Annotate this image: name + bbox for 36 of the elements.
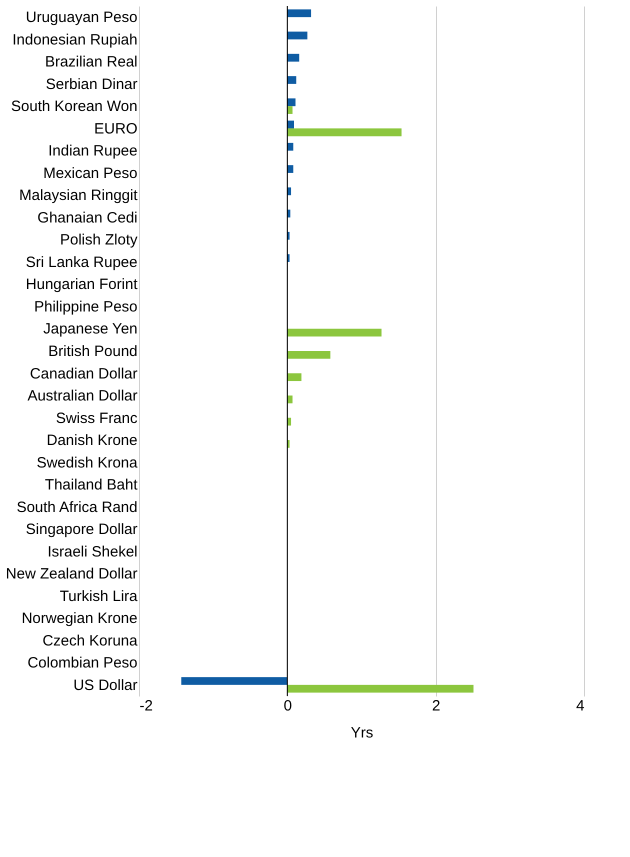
y-tick-label: US Dollar <box>73 676 138 694</box>
y-tick-label: British Pound <box>48 343 138 360</box>
y-tick-label: Thailand Baht <box>44 476 138 494</box>
y-tick-label: New Zealand Dollar <box>6 566 138 583</box>
y-tick-label: Ghanaian Cedi <box>37 209 138 226</box>
y-tick-label: Philippine Peso <box>34 298 138 316</box>
y-tick-label: Singapore Dollar <box>26 521 138 538</box>
y-tick-label: Australian Dollar <box>27 388 138 405</box>
y-tick-label: Colombian Peso <box>27 654 138 672</box>
y-tick-label: Japanese Yen <box>43 320 138 338</box>
y-tick-label: Serbian Dinar <box>46 76 138 93</box>
y-tick-label: Indonesian Rupiah <box>12 31 138 48</box>
y-tick-label: Canadian Dollar <box>30 365 138 382</box>
y-tick-label: Polish Zloty <box>60 232 138 249</box>
x-tick-label: 0 <box>284 698 292 714</box>
y-tick-label: South Africa Rand <box>16 498 138 516</box>
y-tick-label: Turkish Lira <box>60 588 138 605</box>
y-tick-label: EURO <box>94 120 138 138</box>
y-tick-label: Brazilian Real <box>44 54 138 71</box>
x-tick-label: -2 <box>140 698 153 714</box>
y-tick-label: South Korean Won <box>11 98 138 116</box>
y-tick-label: Norwegian Krone <box>22 610 138 628</box>
y-tick-label: Sri Lanka Rupee <box>26 254 138 271</box>
y-tick-label: Indian Rupee <box>48 142 138 160</box>
x-tick-label: 4 <box>576 698 584 714</box>
x-tick-label: 2 <box>432 698 440 714</box>
y-tick-label: Israeli Shekel <box>47 543 138 560</box>
y-tick-label: Swedish Krona <box>36 454 138 472</box>
y-tick-label: Danish Krone <box>46 432 138 450</box>
x-axis-title: Yrs <box>350 724 374 742</box>
y-tick-label: Uruguayan Peso <box>26 9 138 26</box>
y-tick-label: Czech Koruna <box>42 632 138 650</box>
y-tick-label: Malaysian Ringgit <box>19 187 138 204</box>
y-tick-label: Mexican Peso <box>43 164 138 182</box>
y-tick-label: Hungarian Forint <box>26 276 138 294</box>
y-tick-label: Swiss Franc <box>56 410 138 427</box>
